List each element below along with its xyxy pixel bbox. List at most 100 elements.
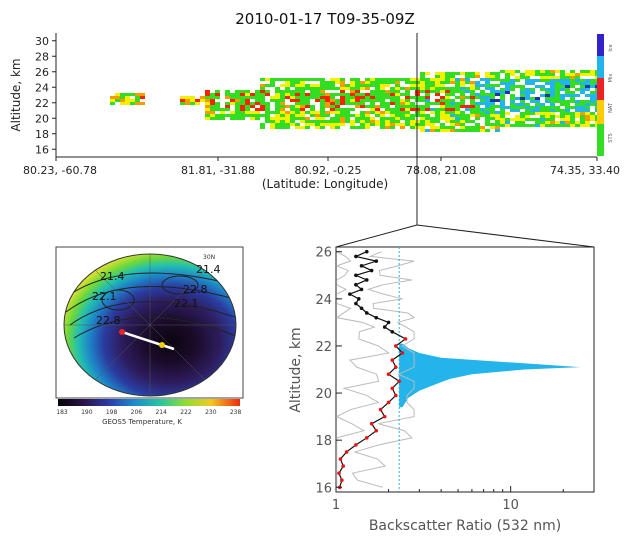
curtain-cell: [515, 85, 520, 88]
curtain-cell: [265, 108, 270, 111]
curtain-cell: [420, 81, 425, 84]
curtain-cell: [380, 117, 385, 120]
curtain-cell: [500, 88, 505, 91]
curtain-cell: [555, 82, 560, 85]
curtain-cell: [580, 103, 585, 106]
profile-point: [344, 450, 349, 454]
curtain-cell: [225, 105, 230, 108]
curtain-cell: [295, 87, 300, 90]
curtain-cell: [390, 81, 395, 84]
curtain-cell: [495, 90, 500, 93]
curtain-cell: [265, 84, 270, 87]
curtain-cell: [455, 72, 460, 75]
curtain-cell: [470, 102, 475, 105]
curtain-cell: [425, 78, 430, 81]
curtain-cell: [455, 114, 460, 117]
curtain-cell: [125, 99, 130, 102]
profile-x-tick-label: 1: [332, 498, 340, 513]
curtain-cell: [330, 78, 335, 81]
curtain-cell: [355, 117, 360, 120]
curtain-cell: [550, 70, 555, 73]
curtain-cell: [425, 105, 430, 108]
curtain-cell: [305, 105, 310, 108]
curtain-cell: [300, 126, 305, 129]
curtain-cell: [125, 93, 130, 96]
curtain-cell: [500, 124, 505, 127]
curtain-cell: [565, 88, 570, 91]
curtain-cell: [325, 114, 330, 117]
curtain-cell: [495, 114, 500, 117]
curtain-cell: [310, 84, 315, 87]
curtain-cell: [425, 123, 430, 126]
curtain-cell: [380, 84, 385, 87]
curtain-x-tick-label: 80.92, -0.25: [295, 164, 362, 177]
curtain-cell: [365, 78, 370, 81]
curtain-cell: [560, 88, 565, 91]
curtain-cell: [575, 76, 580, 79]
curtain-cell: [225, 102, 230, 105]
curtain-cell: [440, 129, 445, 132]
curtain-cell: [505, 124, 510, 127]
curtain-cell: [355, 96, 360, 99]
curtain-cell: [305, 120, 310, 123]
colorbar-tick-label: 230: [205, 409, 217, 416]
curtain-cell: [315, 126, 320, 129]
curtain-cell: [580, 73, 585, 76]
curtain-cell: [440, 108, 445, 111]
curtain-cell: [205, 99, 210, 102]
curtain-cell: [405, 105, 410, 108]
map-contour-label: 22.8: [183, 283, 208, 296]
curtain-cell: [290, 111, 295, 114]
profile-point: [354, 254, 358, 259]
curtain-cell: [485, 81, 490, 84]
curtain-cell: [365, 99, 370, 102]
curtain-cell: [450, 114, 455, 117]
curtain-cell: [410, 114, 415, 117]
curtain-cell: [275, 93, 280, 96]
curtain-cell: [470, 126, 475, 129]
curtain-cell: [295, 105, 300, 108]
curtain-cell: [575, 106, 580, 109]
curtain-cell: [465, 87, 470, 90]
curtain-cell: [500, 121, 505, 124]
curtain-cell: [270, 123, 275, 126]
curtain-cell: [420, 90, 425, 93]
curtain-cell: [500, 94, 505, 97]
curtain-cell: [270, 117, 275, 120]
curtain-cell: [205, 114, 210, 117]
curtain-cell: [465, 72, 470, 75]
curtain-cell: [470, 87, 475, 90]
curtain-cell: [390, 93, 395, 96]
curtain-cell: [465, 105, 470, 108]
curtain-cell: [210, 93, 215, 96]
curtain-cell: [260, 114, 265, 117]
curtain-cell: [310, 111, 315, 114]
curtain-cell: [440, 99, 445, 102]
curtain-cell: [410, 81, 415, 84]
curtain-cell: [580, 118, 585, 121]
curtain-cell: [325, 105, 330, 108]
curtain-x-tick-label: 78.08, 21.08: [406, 164, 476, 177]
curtain-cell: [520, 103, 525, 106]
curtain-cell: [470, 75, 475, 78]
curtain-cell: [490, 108, 495, 111]
profile-x-label: Backscatter Ratio (532 nm): [369, 518, 561, 534]
curtain-cell: [340, 117, 345, 120]
curtain-cell: [240, 108, 245, 111]
curtain-cell: [355, 93, 360, 96]
curtain-cell: [575, 73, 580, 76]
curtain-cell: [320, 126, 325, 129]
curtain-cell: [235, 105, 240, 108]
chart-title: 2010-01-17 T09-35-09Z: [235, 10, 414, 28]
curtain-cell: [545, 118, 550, 121]
curtain-cell: [570, 115, 575, 118]
curtain-cell: [430, 81, 435, 84]
curtain-cell: [315, 93, 320, 96]
curtain-cell: [575, 121, 580, 124]
curtain-cell: [480, 78, 485, 81]
curtain-cell: [420, 108, 425, 111]
curtain-cell: [275, 111, 280, 114]
curtain-y-label: Altitude, km: [9, 58, 23, 131]
curtain-cell: [535, 100, 540, 103]
curtain-cell: [370, 84, 375, 87]
